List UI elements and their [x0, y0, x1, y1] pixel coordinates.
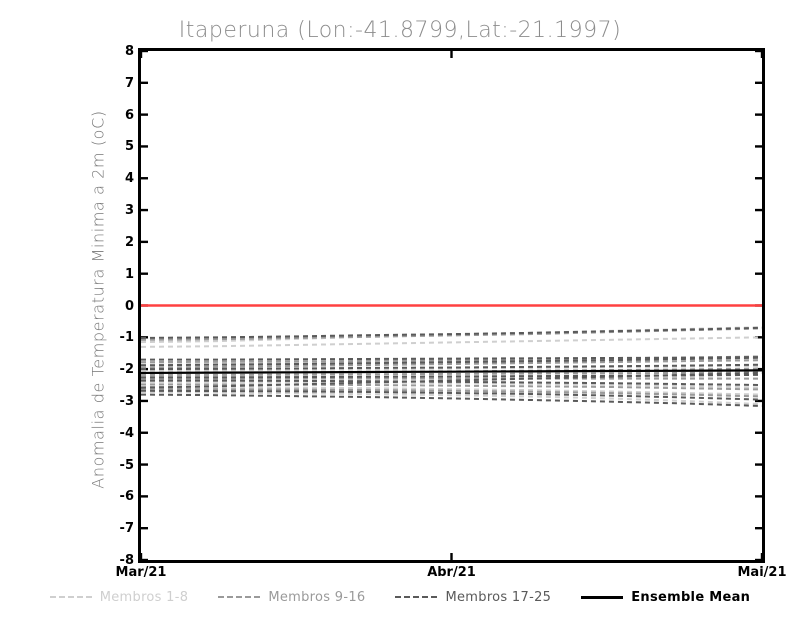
legend-item[interactable]: Membros 17-25	[395, 590, 551, 605]
y-tick-label: 7	[124, 75, 134, 91]
member-line	[141, 358, 762, 366]
y-tick-label: -8	[119, 553, 134, 568]
member-line	[141, 373, 762, 388]
y-tick-label: -4	[119, 425, 134, 441]
y-tick-label: 3	[124, 203, 134, 219]
y-tick-label: -3	[119, 393, 134, 409]
member-line	[141, 384, 762, 389]
y-axis-tick-labels: 8 7 6 5 4 3 2 1 0 -1 -2 -3 -4 -5 -6 -7 -8	[98, 0, 134, 618]
legend-item[interactable]: Membros 9-16	[218, 590, 365, 605]
y-tick-label: -7	[119, 521, 134, 537]
y-tick-label: -6	[119, 489, 134, 505]
y-tick-label: 4	[124, 171, 134, 187]
y-tick-label: 1	[124, 266, 134, 282]
ensemble-mean-line	[141, 370, 762, 373]
chart-legend: Membros 1-8 Membros 9-16 Membros 17-25 Ense…	[0, 586, 800, 608]
legend-label: Membros 1-8	[99, 589, 189, 605]
legend-line-swatch	[581, 595, 624, 599]
chart-title: Itaperuna (Lon:-41.8799,Lat:-21.1997)	[178, 18, 622, 43]
y-tick-label: -5	[119, 457, 134, 473]
legend-item[interactable]: Ensemble Mean	[581, 590, 750, 605]
legend-line-swatch	[395, 596, 438, 598]
plot-lines-svg	[141, 51, 762, 560]
member-line	[141, 357, 762, 360]
member-line	[141, 391, 762, 400]
legend-item[interactable]: Membros 1-8	[49, 589, 189, 605]
member-line	[141, 387, 762, 395]
legend-line-swatch	[218, 596, 261, 598]
legend-line-swatch	[49, 596, 92, 598]
y-tick-label: -2	[119, 362, 134, 378]
y-tick-label: 5	[124, 139, 134, 155]
member-line	[141, 395, 762, 406]
legend-label: Membros 9-16	[268, 589, 366, 605]
y-tick-label: 2	[124, 234, 134, 250]
x-tick-label: Mai/21	[737, 565, 787, 580]
y-tick-label: 8	[124, 44, 134, 59]
x-tick-label: Mar/21	[115, 565, 167, 580]
legend-label: Ensemble Mean	[631, 589, 751, 605]
legend-label: Membros 17-25	[445, 589, 552, 605]
x-tick-label: Abr/21	[427, 565, 476, 580]
y-tick-label: -1	[119, 330, 134, 346]
member-line	[141, 381, 762, 385]
member-line	[141, 382, 762, 388]
member-line	[141, 392, 762, 404]
y-tick-label: 6	[124, 107, 134, 123]
member-line	[141, 365, 762, 369]
member-line	[141, 337, 762, 347]
member-line	[141, 372, 762, 375]
member-line	[141, 328, 762, 338]
member-line	[141, 360, 762, 367]
plot-area	[138, 48, 765, 563]
y-tick-label: 0	[124, 298, 134, 314]
member-line	[141, 389, 762, 397]
